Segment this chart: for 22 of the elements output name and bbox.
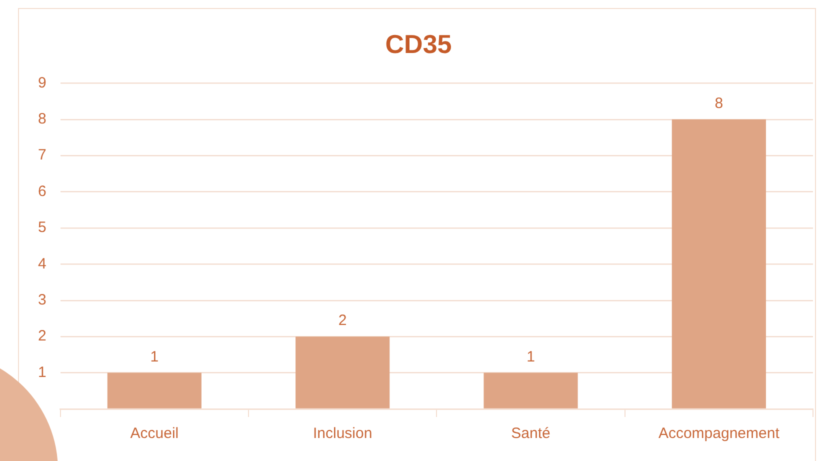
x-tick-label: Accompagnement (658, 425, 780, 442)
y-tick-label: 1 (38, 364, 46, 381)
y-tick-label: 3 (38, 292, 46, 309)
bar (484, 372, 578, 408)
data-label: 8 (714, 95, 724, 112)
data-label: 1 (526, 348, 535, 366)
y-tick-label: 4 (38, 255, 46, 272)
y-tick-label: 7 (38, 146, 46, 164)
x-tick-label: Santé (511, 425, 550, 442)
data-label: 2 (338, 312, 347, 330)
y-tick-label: 5 (38, 219, 46, 236)
chart-title: CD35 (385, 28, 452, 59)
y-tick-label: 2 (38, 328, 46, 345)
bar (296, 336, 390, 408)
bar (107, 372, 202, 408)
bar (672, 119, 766, 408)
x-tick-label: Inclusion (312, 425, 372, 442)
y-tick-label: 8 (38, 110, 46, 128)
y-tick-label: 6 (38, 182, 46, 200)
data-label: 1 (150, 348, 159, 366)
y-tick-label: 9 (38, 74, 46, 92)
x-tick-label: Accueil (130, 425, 179, 442)
